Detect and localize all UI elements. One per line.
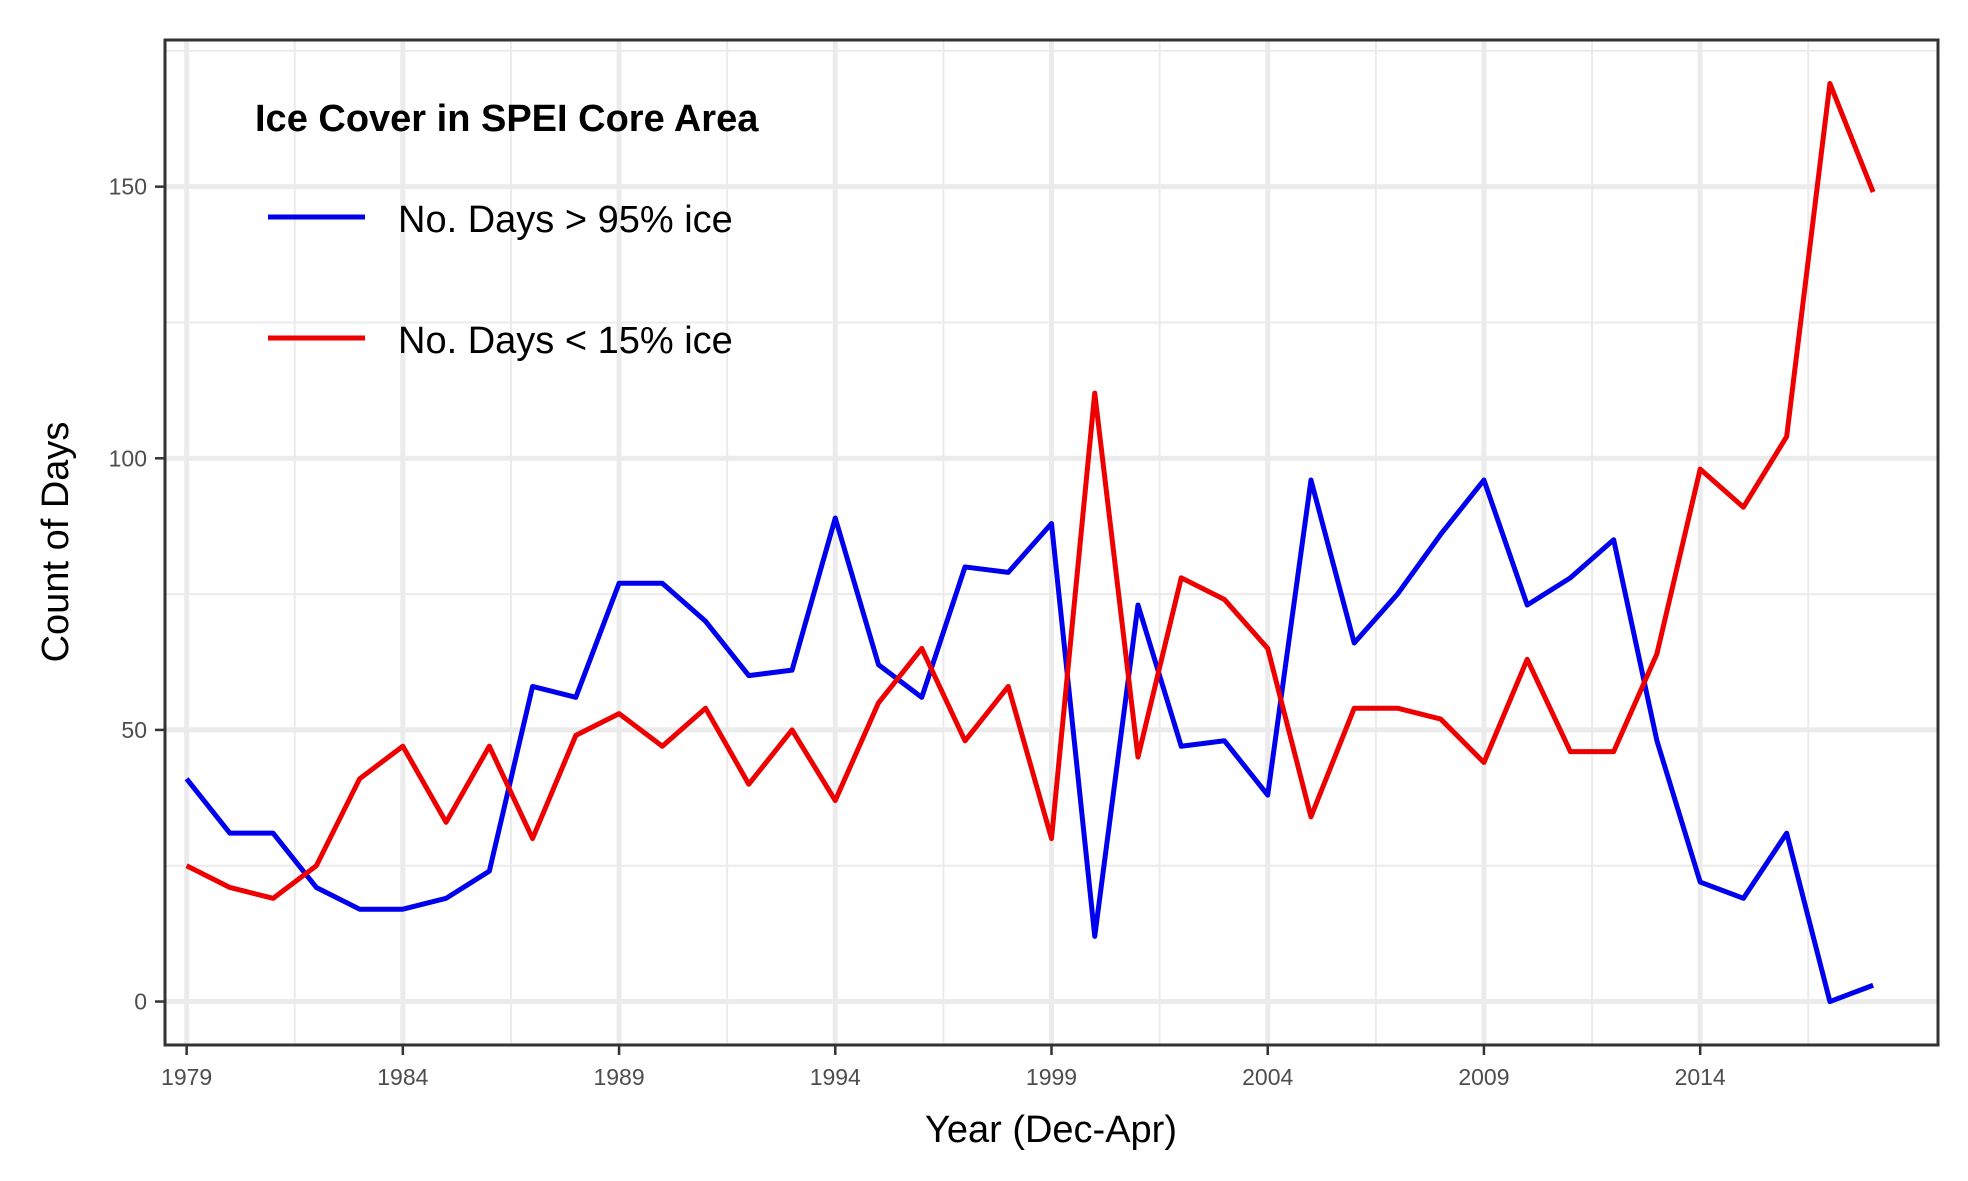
legend-title: Ice Cover in SPEI Core Area (255, 98, 759, 140)
x-tick-label: 1989 (593, 1064, 644, 1090)
x-tick-label: 1979 (161, 1064, 212, 1090)
x-tick-label: 1984 (377, 1064, 428, 1090)
y-axis-title: Count of Days (35, 422, 77, 663)
y-axis: 0 50 100 150 (109, 174, 165, 1015)
legend-label-blue: No. Days > 95% ice (398, 199, 733, 241)
legend-label-red: No. Days < 15% ice (398, 320, 733, 362)
legend: Ice Cover in SPEI Core Area No. Days > 9… (255, 98, 759, 362)
x-tick-label: 1994 (810, 1064, 861, 1090)
y-tick-label: 150 (109, 174, 147, 200)
x-tick-label: 2009 (1458, 1064, 1509, 1090)
y-tick-label: 100 (109, 445, 147, 471)
x-axis-title: Year (Dec-Apr) (925, 1109, 1177, 1151)
x-tick-label: 1999 (1026, 1064, 1077, 1090)
x-tick-label: 2004 (1242, 1064, 1293, 1090)
y-tick-label: 0 (134, 989, 147, 1015)
series-layer (184, 80, 1876, 1005)
series-line-red (185, 80, 1876, 901)
x-axis: 1979 1984 1989 1994 1999 2004 2009 2014 (161, 1045, 1726, 1090)
y-tick-label: 50 (121, 717, 147, 743)
x-tick-label: 2014 (1675, 1064, 1726, 1090)
series-line-blue (184, 477, 1875, 1005)
